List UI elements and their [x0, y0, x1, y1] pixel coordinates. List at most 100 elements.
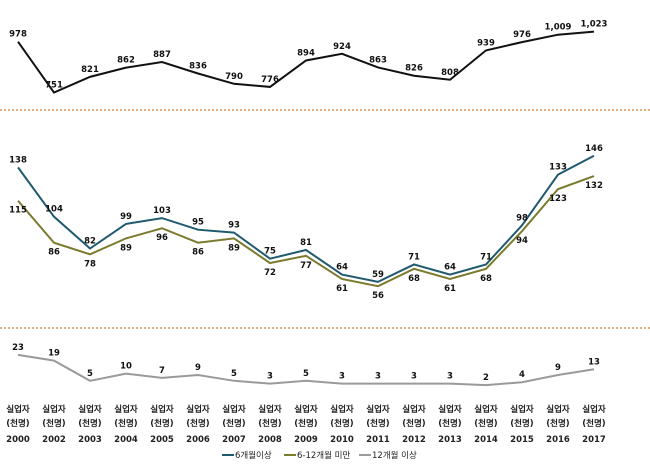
data-label: 138: [9, 155, 27, 165]
x-tick-label: (천명): [402, 418, 426, 429]
data-label: 2: [483, 373, 489, 383]
data-label: 146: [585, 144, 603, 154]
data-label: 123: [549, 194, 567, 204]
data-label: 71: [408, 252, 420, 262]
data-label: 98: [516, 213, 528, 223]
x-tick-label: 2010: [330, 435, 354, 445]
legend-label: 12개월 이상: [372, 450, 417, 461]
data-label: 776: [261, 75, 279, 85]
x-tick-label: 실업자: [474, 404, 498, 415]
data-label: 3: [411, 372, 417, 382]
data-label: 23: [12, 343, 24, 353]
data-label: 9: [555, 363, 561, 373]
data-label: 978: [9, 30, 27, 40]
x-tick-label: (천명): [510, 418, 534, 429]
data-label: 10: [120, 362, 132, 372]
x-tick-label: 실업자: [438, 404, 462, 415]
data-label: 75: [264, 247, 276, 257]
data-label: 939: [477, 38, 495, 48]
x-tick-label: 실업자: [294, 404, 318, 415]
x-tick-label: (천명): [6, 418, 30, 429]
x-tick-label: (천명): [114, 418, 138, 429]
data-label: 1,023: [581, 20, 608, 30]
x-tick-label: 2016: [546, 435, 570, 445]
x-tick-label: 실업자: [150, 404, 174, 415]
series-line: [17, 154, 595, 283]
data-label: 3: [267, 372, 273, 382]
series-line: [17, 353, 595, 387]
x-tick-label: (천명): [186, 418, 210, 429]
x-tick-label: (천명): [546, 418, 570, 429]
series-line: [17, 175, 595, 288]
x-tick-label: 2011: [366, 435, 390, 445]
x-tick-label: 실업자: [78, 404, 102, 415]
data-label: 790: [225, 72, 243, 82]
data-label: 64: [444, 263, 456, 273]
x-tick-label: 2009: [294, 435, 318, 445]
x-tick-label: 실업자: [186, 404, 210, 415]
data-label: 104: [45, 205, 63, 215]
data-label: 61: [336, 284, 348, 294]
x-tick-label: (천명): [366, 418, 390, 429]
data-label: 95: [192, 218, 204, 228]
data-label: 826: [405, 64, 423, 74]
x-tick-label: 실업자: [330, 404, 354, 415]
data-label: 59: [372, 270, 384, 280]
data-label: 68: [408, 274, 420, 284]
x-tick-label: 2006: [186, 435, 210, 445]
data-label: 94: [516, 236, 528, 246]
x-tick-label: (천명): [222, 418, 246, 429]
data-label: 862: [117, 56, 135, 66]
data-label: 96: [156, 233, 168, 243]
data-label: 99: [120, 212, 132, 222]
x-tick-label: (천명): [582, 418, 606, 429]
data-label: 132: [585, 181, 603, 191]
data-label: 821: [81, 65, 99, 75]
x-tick-label: 2008: [258, 435, 282, 445]
data-label: 68: [480, 274, 492, 284]
x-tick-label: (천명): [438, 418, 462, 429]
data-label: 3: [339, 372, 345, 382]
data-label: 894: [297, 48, 315, 58]
x-tick-label: 2014: [474, 435, 498, 445]
x-tick-label: 2005: [150, 435, 174, 445]
x-tick-label: 2004: [114, 435, 138, 445]
data-label: 81: [300, 238, 312, 248]
data-label: 86: [192, 248, 204, 258]
x-tick-label: 2017: [582, 435, 606, 445]
data-label: 93: [228, 221, 240, 231]
data-label: 836: [189, 61, 207, 71]
x-tick-label: 2003: [78, 435, 102, 445]
data-label: 976: [513, 30, 531, 40]
x-tick-label: 실업자: [510, 404, 534, 415]
data-label: 863: [369, 55, 387, 65]
x-tick-label: 실업자: [546, 404, 570, 415]
data-label: 887: [153, 50, 171, 60]
x-tick-label: 실업자: [582, 404, 606, 415]
x-tick-label: 2007: [222, 435, 246, 445]
data-label: 9: [195, 363, 201, 373]
data-label: 3: [375, 372, 381, 382]
x-tick-label: 실업자: [6, 404, 30, 415]
legend-label: 6-12개월 미만: [297, 450, 350, 461]
data-label: 78: [84, 259, 96, 269]
x-tick-label: 2000: [6, 435, 30, 445]
data-label: 82: [84, 237, 96, 247]
data-label: 5: [231, 369, 237, 379]
x-tick-label: (천명): [330, 418, 354, 429]
data-label: 924: [333, 42, 351, 52]
data-label: 5: [303, 369, 309, 379]
x-tick-label: (천명): [474, 418, 498, 429]
x-tick-label: 실업자: [402, 404, 426, 415]
x-tick-label: 2015: [510, 435, 534, 445]
data-label: 13: [588, 357, 600, 367]
x-tick-label: (천명): [150, 418, 174, 429]
x-tick-label: (천명): [78, 418, 102, 429]
series-line: [17, 30, 595, 94]
data-label: 72: [264, 268, 276, 278]
data-label: 5: [87, 369, 93, 379]
data-label: 86: [48, 248, 60, 258]
data-label: 7: [159, 366, 165, 376]
data-label: 808: [441, 68, 459, 78]
